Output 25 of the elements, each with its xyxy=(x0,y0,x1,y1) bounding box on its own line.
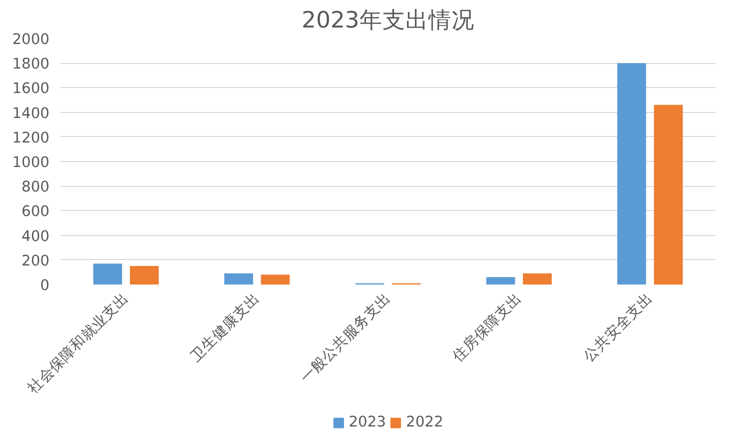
y-tick-label: 800 xyxy=(22,178,50,196)
legend-label: 2022 xyxy=(406,414,444,430)
y-tick-label: 400 xyxy=(22,228,50,245)
x-tick-label: 公共安全支出 xyxy=(580,289,656,366)
bar xyxy=(617,63,646,284)
bar xyxy=(522,273,552,284)
y-tick-label: 1400 xyxy=(12,104,50,122)
bar xyxy=(224,273,254,284)
bar xyxy=(486,277,516,284)
bar xyxy=(93,264,122,284)
y-tick-label: 1800 xyxy=(12,56,50,73)
bar xyxy=(654,104,683,284)
bar xyxy=(130,266,159,284)
y-tick-label: 1000 xyxy=(12,154,50,171)
y-tick-label: 600 xyxy=(22,203,50,220)
x-tick-label: 卫生健康支出 xyxy=(187,289,264,366)
x-tick-label: 住房保障支出 xyxy=(448,289,526,366)
y-tick-label: 2000 xyxy=(12,31,50,48)
y-tick-label: 1200 xyxy=(12,129,50,146)
x-tick-label: 一般公共服务支出 xyxy=(297,289,394,386)
y-tick-label: 1600 xyxy=(12,80,50,98)
chart-title: 2023年支出情况 xyxy=(302,8,474,34)
legend-label: 2023 xyxy=(348,414,386,430)
y-tick-label: 200 xyxy=(22,252,50,270)
bar xyxy=(260,274,290,284)
